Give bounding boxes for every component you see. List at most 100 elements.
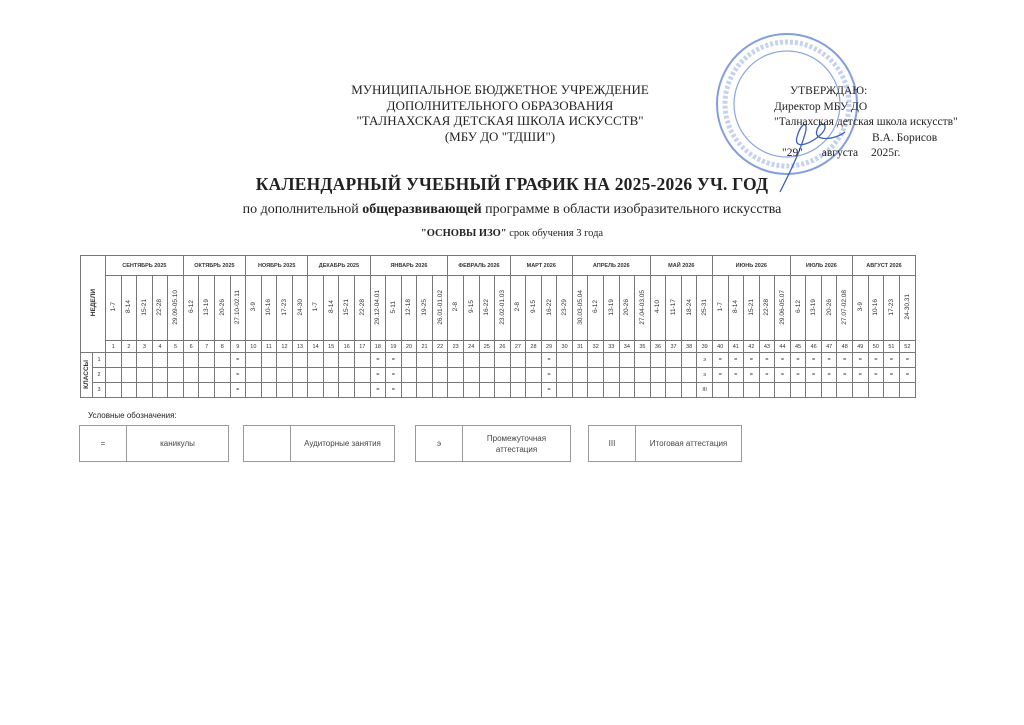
schedule-cell: = xyxy=(369,367,387,383)
week-range-text: 27.07-02.08 xyxy=(841,289,849,325)
schedule-cell xyxy=(151,367,169,383)
week-number: 36 xyxy=(649,340,667,353)
schedule-cell: = xyxy=(711,352,729,368)
week-range: 1-7 xyxy=(711,275,729,341)
week-range: 10-16 xyxy=(867,275,885,341)
week-range-text: 24-30,31 xyxy=(903,294,911,320)
schedule-cell xyxy=(634,382,651,398)
week-range: 5-11 xyxy=(385,275,402,341)
week-number: 33 xyxy=(603,340,620,353)
week-number-row: 1 2 3 4 5 6 7 8 9 10 11 12 13 14 15 16 17 18 19 20 21 22 23 24 2… xyxy=(81,340,917,353)
week-range: 24-30 xyxy=(291,275,309,341)
schedule-cell xyxy=(603,352,620,368)
week-range: 23-29 xyxy=(556,275,573,341)
class-number: 1 xyxy=(92,352,106,368)
schedule-cell xyxy=(167,352,184,368)
week-range-text: 6-12 xyxy=(794,300,802,314)
subtitle-text: по дополнительной xyxy=(242,202,363,217)
schedule-cell xyxy=(105,367,122,383)
schedule-cell xyxy=(136,352,153,368)
week-range-text: 15-21 xyxy=(747,298,755,316)
schedule-cell xyxy=(105,382,122,398)
week-number: 32 xyxy=(587,340,604,353)
schedule-cell xyxy=(136,367,153,383)
schedule-cell xyxy=(509,367,527,383)
week-range-text: 11-17 xyxy=(670,298,678,316)
org-line: МУНИЦИПАЛЬНОЕ БЮДЖЕТНОЕ УЧРЕЖДЕНИЕ xyxy=(351,82,649,97)
schedule-cell xyxy=(680,382,698,398)
month-header: ИЮНЬ 2026 xyxy=(711,255,791,276)
week-number: 35 xyxy=(634,340,651,353)
legend-label: Аудиторные занятия xyxy=(304,439,381,448)
schedule-cell xyxy=(571,352,589,368)
schedule-cell: = xyxy=(369,352,387,368)
week-number: 10 xyxy=(245,340,262,353)
week-number: 38 xyxy=(680,340,698,353)
week-range-text: 1-7 xyxy=(109,302,117,312)
week-number: 20 xyxy=(400,340,418,353)
week-number: 22 xyxy=(431,340,449,353)
week-range: 2-8 xyxy=(509,275,527,341)
week-range-text: 2-8 xyxy=(452,302,460,312)
schedule-cell xyxy=(618,352,636,368)
week-range-text: 23.02-01.03 xyxy=(498,289,506,325)
week-number: 18 xyxy=(369,340,387,353)
week-range-text: 20-26 xyxy=(623,298,631,316)
legend-label: каникулы xyxy=(160,439,195,448)
schedule-cell: = xyxy=(743,367,760,383)
schedule-cell: = xyxy=(774,367,791,383)
schedule-cell xyxy=(758,382,776,398)
week-range: 22-28 xyxy=(151,275,169,341)
week-range: 1-7 xyxy=(105,275,122,341)
schedule-cell: = xyxy=(229,367,247,383)
month-header: АВГУСТ 2026 xyxy=(852,255,916,276)
month-row: НЕДЕЛИ СЕНТЯБРЬ 2025 ОКТЯБРЬ 2025 НОЯБРЬ 20… xyxy=(80,255,916,353)
schedule-cell: = xyxy=(385,352,402,368)
schedule-cell xyxy=(416,367,433,383)
class-row: 2 = = = = э = = = = = = = = = = = = = xyxy=(81,367,917,383)
schedule-cell xyxy=(307,352,324,368)
schedule-cell xyxy=(431,352,449,368)
schedule-cell xyxy=(789,382,807,398)
schedule-cell xyxy=(245,382,262,398)
month-header: ЯНВАРЬ 2026 xyxy=(369,255,449,276)
schedule-cell xyxy=(120,352,138,368)
schedule-cell: = xyxy=(867,352,885,368)
week-range-text: 29.12-04.01 xyxy=(374,289,382,325)
week-range: 26.01-01.02 xyxy=(431,275,449,341)
schedule-cell: = xyxy=(229,352,247,368)
schedule-cell xyxy=(587,382,604,398)
legend-symbol: = xyxy=(80,426,127,461)
schedule-cell xyxy=(618,367,636,383)
week-range-text: 19-25 xyxy=(421,298,429,316)
class-number: 3 xyxy=(92,382,106,398)
week-range: 4-10 xyxy=(649,275,667,341)
approval-position: Директор МБУ ДО xyxy=(774,100,868,113)
schedule-cell: = xyxy=(774,352,791,368)
class-number: 2 xyxy=(92,367,106,383)
org-line: ДОПОЛНИТЕЛЬНОГО ОБРАЗОВАНИЯ xyxy=(386,97,614,113)
week-number: 42 xyxy=(743,340,760,353)
schedule-cell xyxy=(898,382,917,398)
week-range: 9-15 xyxy=(462,275,480,341)
schedule-cell xyxy=(571,367,589,383)
week-range-text: 29.09-05.10 xyxy=(172,289,180,325)
week-range: 13-19 xyxy=(805,275,822,341)
official-stamp xyxy=(716,33,858,193)
week-range: 20-26 xyxy=(820,275,838,341)
week-range-text: 10-16 xyxy=(872,298,880,316)
week-range-text: 13-19 xyxy=(810,298,818,316)
week-number: 26 xyxy=(494,340,511,353)
week-range: 17-23 xyxy=(276,275,293,341)
week-range-text: 9-15 xyxy=(529,300,537,314)
week-range: 11-17 xyxy=(665,275,682,341)
week-range: 6-12 xyxy=(182,275,200,341)
schedule-cell xyxy=(618,382,636,398)
schedule-cell xyxy=(291,352,309,368)
approval-day: "29" xyxy=(782,147,803,159)
weeks-header: НЕДЕЛИ xyxy=(80,255,106,353)
schedule-cell xyxy=(867,382,885,398)
week-number: 2 xyxy=(120,340,138,353)
schedule-cell: = xyxy=(540,352,558,368)
week-range: 6-12 xyxy=(587,275,604,341)
